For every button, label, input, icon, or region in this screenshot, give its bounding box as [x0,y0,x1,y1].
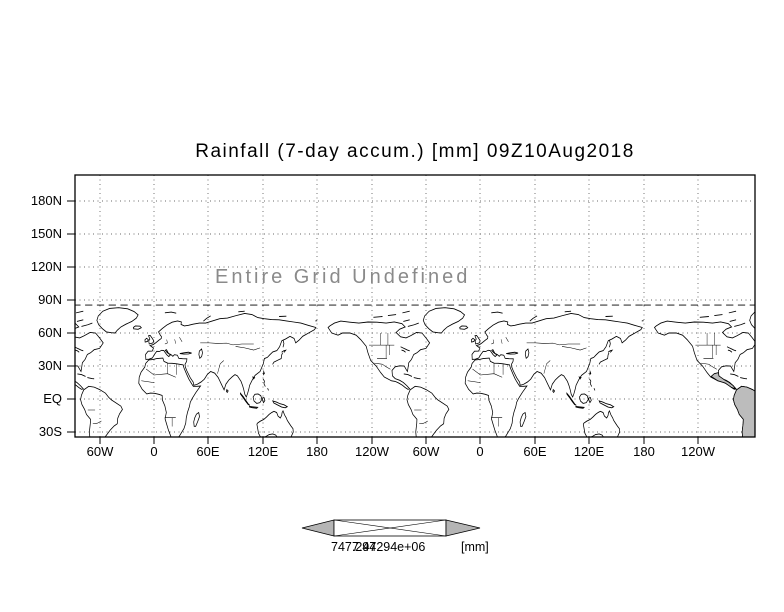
x-axis-label: 180 [306,444,328,459]
x-axis-label: 0 [476,444,484,459]
colorbar-diagonal [333,519,447,537]
x-axis-label: 120E [247,444,279,459]
figure-title: Rainfall (7-day accum.) [mm] 09Z10Aug201… [195,141,635,162]
x-axis-label: 60W [86,444,114,459]
y-axis-label: 30S [38,424,62,439]
y-axis-label: 90N [38,292,62,307]
x-axis-label: 60W [412,444,440,459]
x-axis-label: 60E [523,444,547,459]
colorbar-units-label: [mm] [461,540,489,554]
y-axis-label: 120N [30,259,62,274]
x-axis-label: 0 [150,444,158,459]
x-axis-label: 180 [633,444,655,459]
y-axis-label: 150N [30,226,62,241]
y-axis-label: 60N [38,325,62,340]
colorbar-tick-label: 747.294 [331,540,377,554]
x-axis-label: 120E [573,444,605,459]
graticule-gridlines [75,175,755,437]
y-axis-label: 30N [38,358,62,373]
axis-ticks [67,200,699,444]
y-axis-label: 180N [30,193,62,208]
y-axis-label: EQ [43,391,62,406]
x-axis-label: 120W [681,444,715,459]
colorbar-right-arrow [445,519,481,537]
colorbar-left-arrow [301,519,335,537]
colorbar-tick-label: 7.47294e+06 [352,540,426,554]
plot-border [74,174,756,438]
coastlines [0,305,755,437]
undefined-grid-notice: Entire Grid Undefined [215,266,471,288]
x-axis-label: 120W [355,444,389,459]
x-axis-label: 60E [196,444,220,459]
colorbar [301,519,481,537]
gray-filled-land [710,372,755,437]
